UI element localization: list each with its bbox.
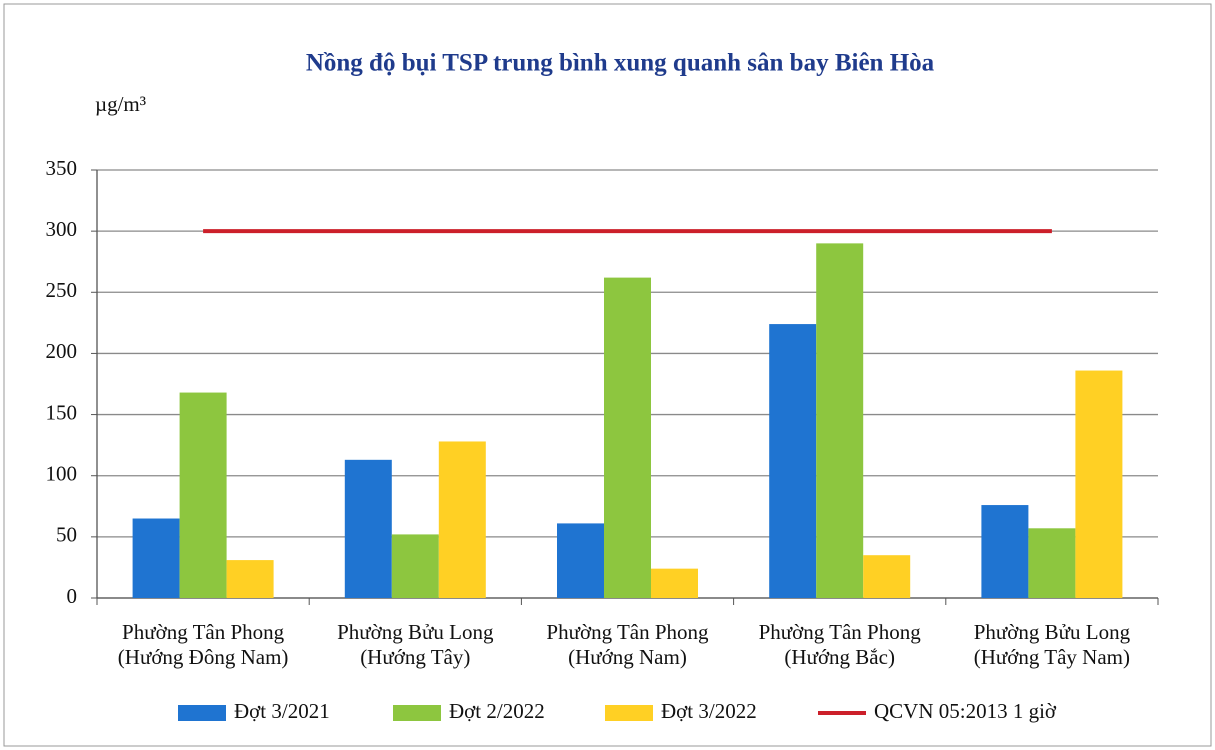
legend-label: Đợt 3/2022 [661, 699, 757, 723]
x-tick-label: Phường Tân Phong (Hướng Đông Nam) [117, 620, 289, 669]
y-tick-label: 0 [67, 584, 78, 608]
bar [863, 555, 911, 598]
bar [557, 523, 604, 598]
bar [1075, 370, 1123, 598]
x-tick-label: Phường Tân Phong (Hướng Nam) [546, 620, 709, 669]
y-tick-label: 250 [46, 278, 78, 302]
legend-label: Đợt 3/2021 [234, 699, 330, 723]
y-tick-label: 200 [46, 339, 78, 363]
x-tick-label: Phường Bửu Long (Hướng Tây Nam) [973, 620, 1131, 669]
legend-label: Đợt 2/2022 [449, 699, 545, 723]
y-tick-label: 150 [46, 400, 78, 424]
bar [344, 459, 392, 598]
y-tick-label: 100 [46, 462, 78, 486]
y-tick-label: 50 [56, 523, 77, 547]
chart-border [3, 3, 1212, 747]
bar [1028, 528, 1076, 598]
bar [132, 518, 180, 598]
bar [438, 441, 486, 598]
legend-swatch [605, 705, 653, 721]
legend-label: QCVN 05:2013 1 giờ [874, 699, 1057, 723]
y-axis-label: µg/m³ [95, 92, 146, 116]
bar [604, 277, 651, 598]
y-tick-label: 300 [46, 217, 78, 241]
bar [651, 568, 698, 598]
chart-title: Nồng độ bụi TSP trung bình xung quanh sâ… [306, 50, 935, 77]
bar [226, 560, 274, 598]
bar [981, 505, 1029, 598]
legend-swatch [178, 705, 226, 721]
y-tick-label: 350 [46, 156, 78, 180]
x-tick-label: Phường Tân Phong (Hướng Bắc) [758, 620, 921, 669]
bar [391, 534, 439, 598]
bar [179, 392, 227, 598]
legend-swatch [393, 705, 441, 721]
bar [769, 324, 817, 598]
x-tick-label: Phường Bửu Long (Hướng Tây) [337, 620, 494, 669]
bar [816, 243, 864, 598]
